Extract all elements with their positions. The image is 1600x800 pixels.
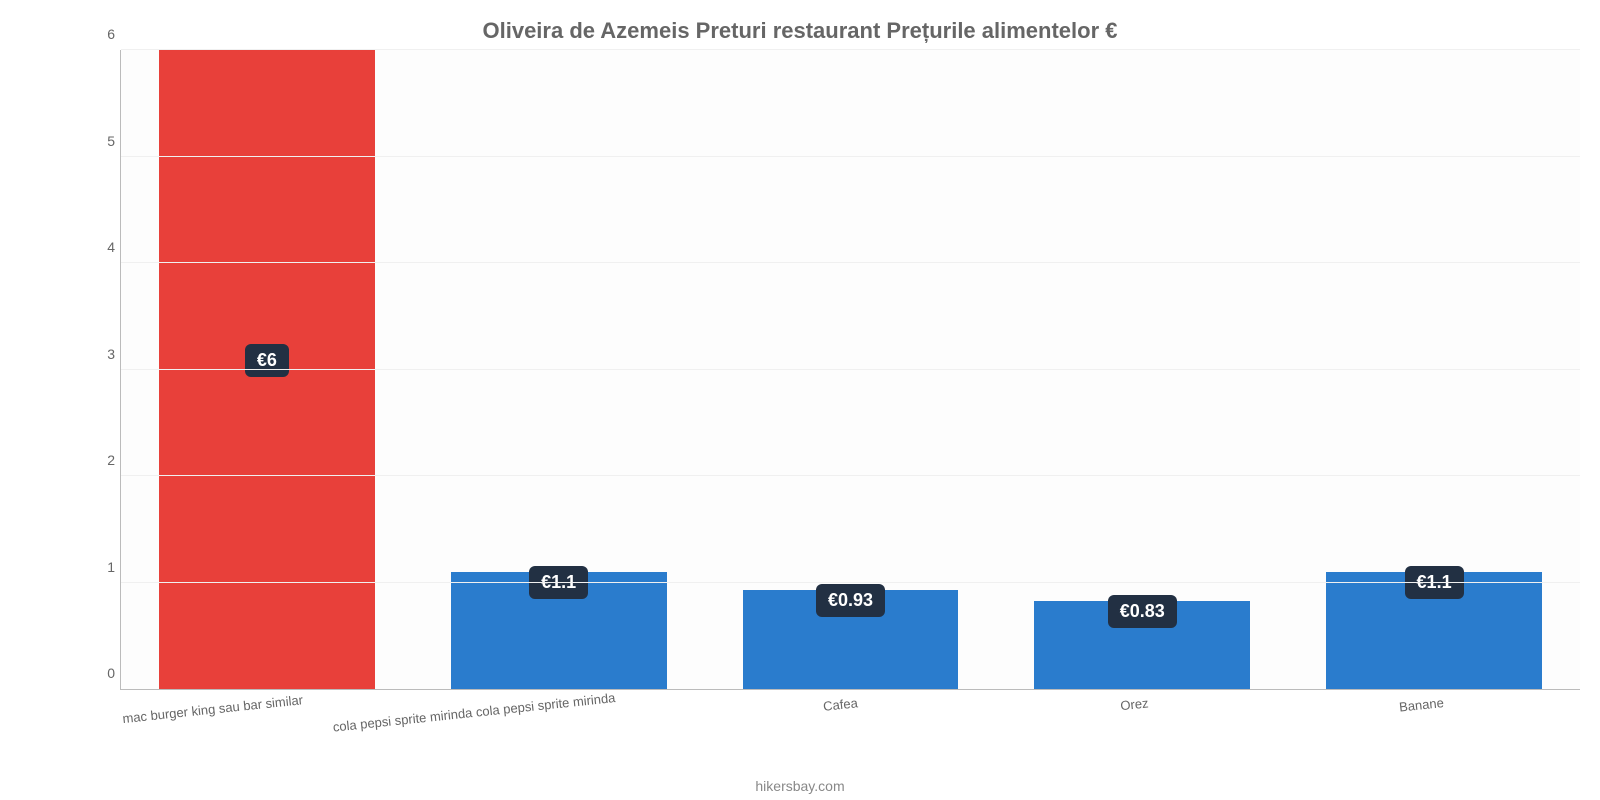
bar-slot: €0.83 xyxy=(996,50,1288,689)
grid-line xyxy=(121,156,1580,157)
y-tick-label: 0 xyxy=(87,665,115,681)
x-axis-label: Orez xyxy=(1120,695,1150,713)
chart-container: Oliveira de Azemeis Preturi restaurant P… xyxy=(0,0,1600,800)
x-label-slot: Banane xyxy=(1288,692,1580,732)
grid-line xyxy=(121,49,1580,50)
chart-title: Oliveira de Azemeis Preturi restaurant P… xyxy=(40,18,1560,44)
x-axis-label: mac burger king sau bar similar xyxy=(122,692,304,726)
plot-area: €6€1.1€0.93€0.83€1.1 0123456 mac burger … xyxy=(80,50,1600,730)
bar-slot: €6 xyxy=(121,50,413,689)
bar-value-badge: €0.93 xyxy=(816,584,885,617)
bar: €0.83 xyxy=(1034,601,1250,689)
grid-line xyxy=(121,262,1580,263)
bars-group: €6 €1.1 €0.93 €0.83 €1.1 xyxy=(121,50,1580,689)
x-label-slot: cola pepsi sprite mirinda cola pepsi spr… xyxy=(412,692,704,732)
grid-line xyxy=(121,369,1580,370)
bar: €6 xyxy=(159,50,375,689)
plot-inner: €6€1.1€0.93€0.83€1.1 0123456 xyxy=(120,50,1580,690)
x-label-slot: Cafea xyxy=(704,692,996,732)
bar-slot: €0.93 xyxy=(705,50,997,689)
y-tick-label: 6 xyxy=(87,26,115,42)
y-tick-label: 2 xyxy=(87,452,115,468)
bar-value-badge: €0.83 xyxy=(1108,595,1177,628)
credit-text: hikersbay.com xyxy=(0,778,1600,794)
x-axis-label: Banane xyxy=(1398,695,1444,715)
bar: €1.1 xyxy=(1326,572,1542,689)
x-label-slot: Orez xyxy=(996,692,1288,732)
y-tick-label: 3 xyxy=(87,346,115,362)
bar: €0.93 xyxy=(743,590,959,689)
bar-value-badge: €6 xyxy=(245,344,289,377)
x-axis-label: Cafea xyxy=(822,695,858,714)
grid-line xyxy=(121,582,1580,583)
y-tick-label: 1 xyxy=(87,559,115,575)
x-axis-labels: mac burger king sau bar similar cola peps… xyxy=(120,692,1580,732)
bar-slot: €1.1 xyxy=(413,50,705,689)
y-tick-label: 5 xyxy=(87,133,115,149)
bar: €1.1 xyxy=(451,572,667,689)
bar-slot: €1.1 xyxy=(1288,50,1580,689)
grid-line xyxy=(121,475,1580,476)
y-tick-label: 4 xyxy=(87,239,115,255)
